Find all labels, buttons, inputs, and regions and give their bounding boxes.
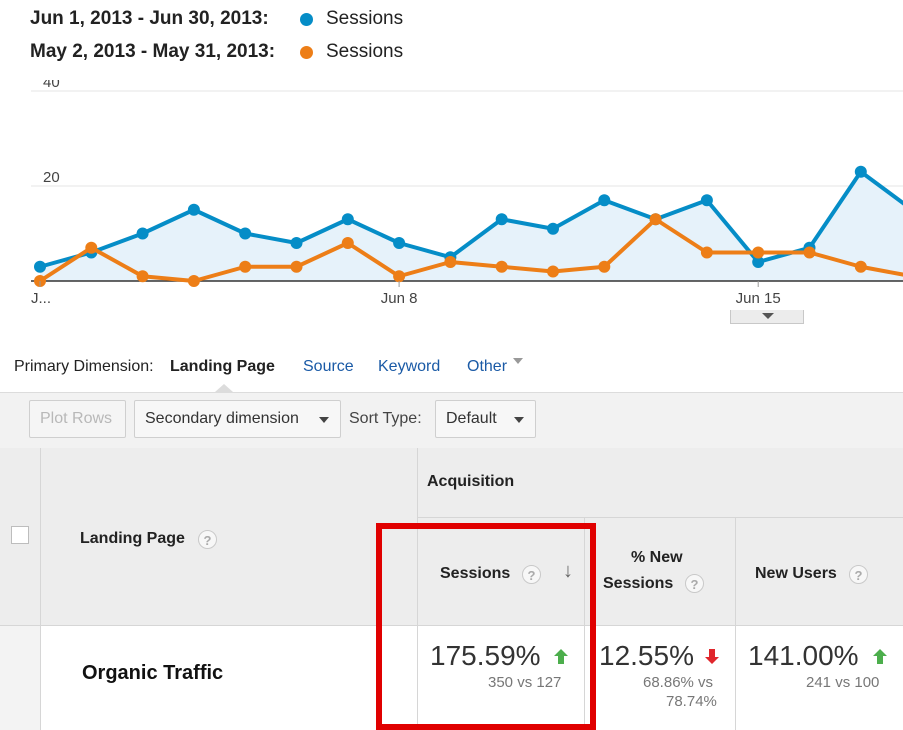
data-point xyxy=(341,237,354,249)
sort-type-value: Default xyxy=(446,410,497,427)
data-point xyxy=(136,227,149,240)
data-point xyxy=(547,265,559,278)
data-point xyxy=(393,270,406,283)
legend-dot-icon xyxy=(300,46,313,59)
new-sessions-comparison-line1: 68.86% vs xyxy=(643,674,714,691)
data-point xyxy=(649,213,662,226)
new-sessions-change-value: 12.55% xyxy=(599,640,694,671)
row-select-column xyxy=(0,625,40,730)
table-toolbar: Plot Rows Secondary dimension Sort Type:… xyxy=(0,392,903,450)
legend-date-range: Jun 1, 2013 - Jun 30, 2013: xyxy=(30,8,269,29)
data-point xyxy=(290,237,303,249)
x-tick-label: Jun 15 xyxy=(736,290,781,307)
data-point xyxy=(803,246,816,259)
legend-previous-range: May 2, 2013 - May 31, 2013: Sessions xyxy=(30,41,630,65)
trend-up-icon xyxy=(554,649,568,664)
column-divider xyxy=(584,517,585,730)
secondary-dimension-dropdown[interactable]: Secondary dimension xyxy=(134,400,341,438)
chevron-down-icon xyxy=(513,358,523,364)
y-tick-label: 20 xyxy=(43,169,60,186)
data-point xyxy=(752,256,765,268)
series-line xyxy=(38,217,903,283)
trend-down-icon xyxy=(705,649,719,664)
chevron-down-icon xyxy=(514,417,524,423)
data-point xyxy=(547,222,559,235)
data-point xyxy=(700,194,713,207)
column-header-new-sessions-line1[interactable]: % New xyxy=(631,549,683,566)
data-point xyxy=(700,246,713,259)
legend-dot-icon xyxy=(300,13,313,26)
column-header-new-users[interactable]: New Users xyxy=(755,565,837,582)
column-header-new-sessions-line2[interactable]: Sessions xyxy=(603,575,674,592)
data-point xyxy=(598,194,611,207)
column-divider xyxy=(735,517,736,730)
legend-current-range: Jun 1, 2013 - Jun 30, 2013: Sessions xyxy=(30,8,630,32)
column-header-landing-page[interactable]: Landing Page xyxy=(80,530,185,547)
select-all-checkbox[interactable] xyxy=(11,526,29,544)
data-point xyxy=(85,241,98,254)
legend-series-name: Sessions xyxy=(326,8,404,29)
data-point xyxy=(495,213,508,226)
sort-descending-icon[interactable]: ↓ xyxy=(563,560,573,582)
help-icon[interactable]: ? xyxy=(198,530,217,549)
row-divider xyxy=(0,625,903,626)
help-icon[interactable]: ? xyxy=(685,574,704,593)
new-sessions-comparison-line2: 78.74% xyxy=(666,693,717,710)
row-divider xyxy=(417,517,903,518)
column-divider xyxy=(417,448,418,730)
chevron-down-icon xyxy=(319,417,329,423)
tab-keyword[interactable]: Keyword xyxy=(378,358,441,375)
column-divider xyxy=(40,448,41,730)
tab-landing-page[interactable]: Landing Page xyxy=(170,358,275,375)
row-label-organic-traffic[interactable]: Organic Traffic xyxy=(82,662,224,684)
tab-source[interactable]: Source xyxy=(303,358,354,375)
series-line xyxy=(39,169,903,269)
sessions-change-value: 175.59% xyxy=(430,640,541,671)
group-header-acquisition: Acquisition xyxy=(427,473,515,490)
new-users-comparison: 241 vs 100 xyxy=(806,674,880,691)
data-point xyxy=(187,275,200,287)
column-header-sessions[interactable]: Sessions xyxy=(440,565,511,582)
secondary-dimension-label: Secondary dimension xyxy=(145,410,299,427)
data-point xyxy=(341,213,354,226)
plot-rows-button[interactable]: Plot Rows xyxy=(29,400,126,438)
sessions-line-chart[interactable]: 40 20 J... Jun 8 Jun 15 xyxy=(0,80,903,310)
help-icon[interactable]: ? xyxy=(522,565,541,584)
x-tick-label: Jun 8 xyxy=(381,290,418,307)
sessions-comparison: 350 vs 127 xyxy=(488,674,562,691)
series-area xyxy=(40,171,903,281)
legend-series-name: Sessions xyxy=(326,41,404,62)
sort-type-label: Sort Type: xyxy=(349,410,422,427)
y-tick-label: 40 xyxy=(43,80,60,91)
table-header xyxy=(0,448,903,625)
data-point xyxy=(34,260,46,273)
data-point xyxy=(854,260,867,273)
tab-other[interactable]: Other xyxy=(467,358,508,375)
data-point xyxy=(290,260,303,273)
chevron-down-icon xyxy=(762,313,774,319)
data-point xyxy=(136,270,149,283)
data-point xyxy=(187,203,200,216)
data-point xyxy=(495,260,508,273)
chart-collapse-handle[interactable] xyxy=(730,310,804,324)
active-tab-pointer xyxy=(215,384,233,392)
data-point xyxy=(239,260,252,273)
data-table: Landing Page ? Acquisition Sessions ? ↓ … xyxy=(0,448,903,730)
help-icon[interactable]: ? xyxy=(849,565,868,584)
legend-date-range: May 2, 2013 - May 31, 2013: xyxy=(30,41,276,62)
primary-dimension-label: Primary Dimension: xyxy=(14,358,154,375)
data-point xyxy=(444,256,457,268)
data-point xyxy=(393,237,406,249)
data-point xyxy=(854,165,867,178)
trend-up-icon xyxy=(873,649,887,664)
data-point xyxy=(752,246,765,259)
sort-type-dropdown[interactable]: Default xyxy=(435,400,536,438)
data-point xyxy=(239,227,252,240)
x-tick-label: J... xyxy=(31,290,51,307)
new-users-change-value: 141.00% xyxy=(748,640,859,671)
data-point xyxy=(598,260,611,273)
